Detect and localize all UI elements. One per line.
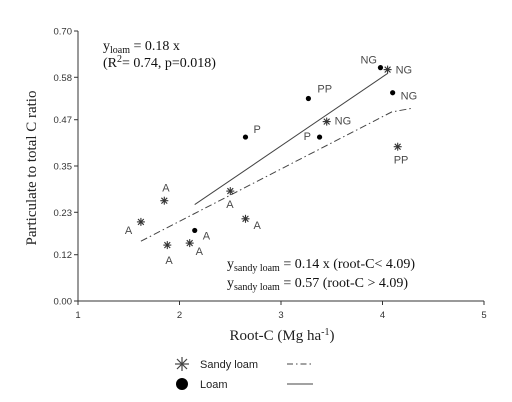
point-label: NG <box>401 91 418 103</box>
legend: Sandy loam Loam <box>175 357 313 391</box>
loam-point <box>377 65 384 71</box>
point-label: NG <box>396 65 413 77</box>
y-tick-label: 0.58 <box>54 73 73 84</box>
y-axis-title: Particulate to total C ratio <box>24 91 40 246</box>
y-axis-ticks: 0.00 0.12 0.23 0.35 0.47 0.58 0.70 <box>54 27 78 308</box>
point-label: A <box>162 183 170 195</box>
sandy-loam-fit-line <box>140 107 413 242</box>
loam-point <box>242 134 249 140</box>
sandy-loam-point <box>160 196 169 205</box>
point-label: A <box>226 199 234 211</box>
y-tick-label: 0.12 <box>54 250 73 261</box>
point-label: A <box>196 246 204 258</box>
point-label: A <box>203 230 211 242</box>
y-tick-label: 0.70 <box>54 27 73 38</box>
y-tick-label: 0.00 <box>54 297 73 308</box>
sandy-loam-point <box>241 214 250 223</box>
point-label: A <box>125 225 133 237</box>
sandy-loam-point <box>163 241 172 250</box>
point-label: NG <box>335 116 352 128</box>
y-tick-label: 0.23 <box>54 208 73 219</box>
sandy-loam-point <box>383 65 392 74</box>
x-axis-ticks: 1 2 3 4 5 <box>75 301 487 321</box>
sandy-loam-point <box>322 117 331 126</box>
sandy-loam-point <box>185 239 194 248</box>
y-tick-label: 0.35 <box>54 162 73 173</box>
point-label: NG <box>360 55 377 67</box>
point-label: A <box>253 220 261 232</box>
point-label: PP <box>394 155 409 167</box>
sandy-loam-point <box>393 142 402 151</box>
legend-label-sandy-loam: Sandy loam <box>200 359 258 371</box>
legend-item-sandy-loam: Sandy loam <box>175 357 313 371</box>
y-tick-label: 0.47 <box>54 115 73 126</box>
x-axis-title: Root-C (Mg ha-1) <box>229 327 334 344</box>
legend-item-loam: Loam <box>176 378 313 391</box>
asterisk-marker-icon <box>175 357 189 371</box>
point-label: P <box>253 124 260 136</box>
x-tick-label: 1 <box>75 310 80 321</box>
point-label: A <box>165 255 173 267</box>
sandy-loam-point <box>136 217 145 226</box>
loam-point <box>305 95 312 102</box>
point-label: PP <box>317 84 332 96</box>
data-points <box>136 65 402 250</box>
loam-point <box>192 227 198 234</box>
x-tick-label: 4 <box>380 310 385 321</box>
regression-lines <box>140 72 413 242</box>
loam-point <box>316 134 323 140</box>
sandy-loam-equation-2: ysandy loam = 0.57 (root-C > 4.09) <box>227 276 408 293</box>
x-tick-label: 2 <box>177 310 182 321</box>
legend-label-loam: Loam <box>200 379 228 391</box>
loam-equation: yloam = 0.18 x <box>103 39 180 56</box>
loam-fit-line <box>194 72 388 206</box>
sandy-loam-point <box>226 187 235 196</box>
loam-statistics: (R2= 0.74, p=0.018) <box>103 54 216 71</box>
sandy-loam-equation-1: ysandy loam = 0.14 x (root-C< 4.09) <box>227 257 415 274</box>
x-tick-label: 5 <box>481 310 486 321</box>
filled-circle-marker-icon <box>176 378 188 390</box>
point-label: P <box>304 131 311 143</box>
x-tick-label: 3 <box>278 310 283 321</box>
loam-point <box>390 90 396 96</box>
